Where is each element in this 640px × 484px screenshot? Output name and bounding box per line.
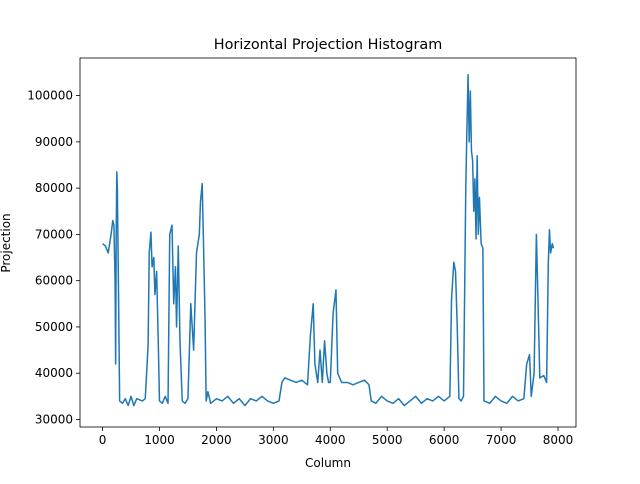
- x-tick-label: 3000: [258, 433, 289, 447]
- x-tick-label: 6000: [429, 433, 460, 447]
- y-tick-label: 50000: [35, 320, 73, 334]
- x-tick-label: 5000: [372, 433, 403, 447]
- y-tick-label: 60000: [35, 274, 73, 288]
- x-axis-label: Column: [305, 456, 351, 470]
- y-axis-label: Projection: [0, 213, 13, 272]
- y-tick-label: 100000: [27, 89, 73, 103]
- x-tick-label: 7000: [486, 433, 517, 447]
- y-tick-label: 30000: [35, 412, 73, 426]
- x-tick-label: 8000: [543, 433, 574, 447]
- y-tick-label: 40000: [35, 366, 73, 380]
- data-line: [102, 74, 555, 407]
- chart-title: Horizontal Projection Histogram: [214, 37, 442, 53]
- x-tick-label: 4000: [315, 433, 346, 447]
- x-tick-label: 2000: [201, 433, 232, 447]
- plot-frame: [79, 57, 577, 428]
- y-tick-label: 70000: [35, 227, 73, 241]
- x-tick-label: 0: [99, 433, 107, 447]
- x-tick-label: 1000: [144, 433, 175, 447]
- y-tick-label: 80000: [35, 181, 73, 195]
- y-tick-label: 90000: [35, 135, 73, 149]
